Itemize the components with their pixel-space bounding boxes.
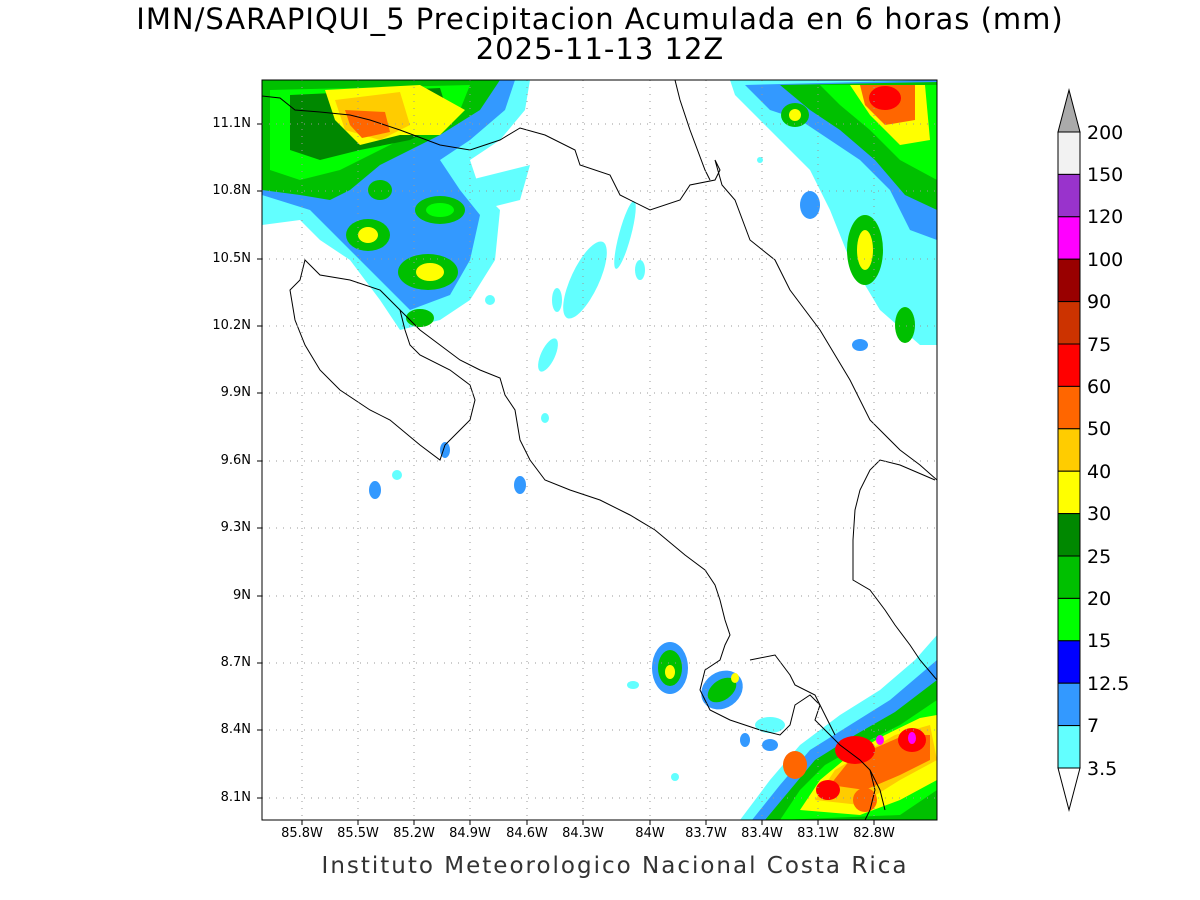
lon-label: 84.3W [562,826,604,841]
lat-label: 9.6N [220,453,251,468]
lat-label: 9.3N [220,520,251,535]
lon-label: 85.2W [393,826,435,841]
lat-label: 9N [233,588,251,603]
colorbar-arrow-top [1057,88,1081,133]
colorbar-label: 200 [1087,122,1124,144]
precip-area-northwest [262,80,530,330]
colorbar-swatch [1057,301,1081,345]
lat-label: 10.2N [212,318,251,333]
map-subtitle-datetime: 2025-11-13 12Z [475,32,725,66]
colorbar-swatch [1057,470,1081,515]
lon-label: 84.9W [449,826,491,841]
colorbar-swatch [1057,216,1081,260]
lon-label: 83.1W [797,826,839,841]
graticule [262,80,937,820]
colorbar-label: 100 [1087,249,1124,271]
lon-label: 84.6W [506,826,548,841]
colorbar-swatch [1057,682,1081,727]
precipitation-fields [262,80,937,820]
lat-label: 11.1N [212,116,251,131]
axis-ticks [257,123,875,825]
colorbar-swatch [1057,343,1081,387]
colorbar-swatch [1057,428,1081,472]
colorbar-swatch [1057,131,1081,175]
colorbar-swatch [1057,173,1081,218]
colorbar-swatch [1057,640,1081,684]
precip-area-northeast [730,80,937,351]
lon-label: 84W [635,826,665,841]
colorbar-label: 90 [1087,291,1112,313]
colorbar-swatch [1057,597,1081,642]
lat-label: 10.5N [212,251,251,266]
lon-label: 83.7W [685,826,727,841]
lat-label: 9.9N [220,385,251,400]
lon-label: 82.8W [853,826,895,841]
colorbar-swatch [1057,385,1081,430]
colorbar-label: 120 [1087,206,1124,228]
colorbar-label: 60 [1087,376,1112,398]
colorbar-label: 7 [1087,715,1100,737]
precip-area-southeast [740,635,937,820]
colorbar-label: 20 [1087,588,1112,610]
coastlines [262,80,937,820]
lat-label: 8.7N [220,655,251,670]
colorbar-swatch [1057,725,1081,769]
lat-label: 8.4N [220,722,251,737]
lon-label: 85.5W [337,826,379,841]
colorbar [1057,88,1081,812]
colorbar-swatch [1057,258,1081,303]
lat-label: 10.8N [212,183,251,198]
colorbar-label: 75 [1087,334,1112,356]
colorbar-label: 25 [1087,546,1112,568]
precip-area-south [627,642,785,781]
lon-label: 85.8W [281,826,323,841]
lon-label: 83.4W [741,826,783,841]
colorbar-arrow-bottom [1057,767,1081,812]
colorbar-label: 15 [1087,630,1112,652]
map-frame [261,79,938,821]
lat-label: 8.1N [220,790,251,805]
colorbar-label: 30 [1087,503,1112,525]
colorbar-label: 40 [1087,461,1112,483]
colorbar-label: 150 [1087,164,1124,186]
colorbar-swatch [1057,555,1081,599]
colorbar-swatch [1057,513,1081,557]
colorbar-label: 12.5 [1087,673,1130,695]
colorbar-label: 3.5 [1087,758,1118,780]
footer-credit: Instituto Meteorologico Nacional Costa R… [321,853,909,879]
map-title: IMN/SARAPIQUI_5 Precipitacion Acumulada … [136,2,1064,36]
colorbar-label: 50 [1087,418,1112,440]
